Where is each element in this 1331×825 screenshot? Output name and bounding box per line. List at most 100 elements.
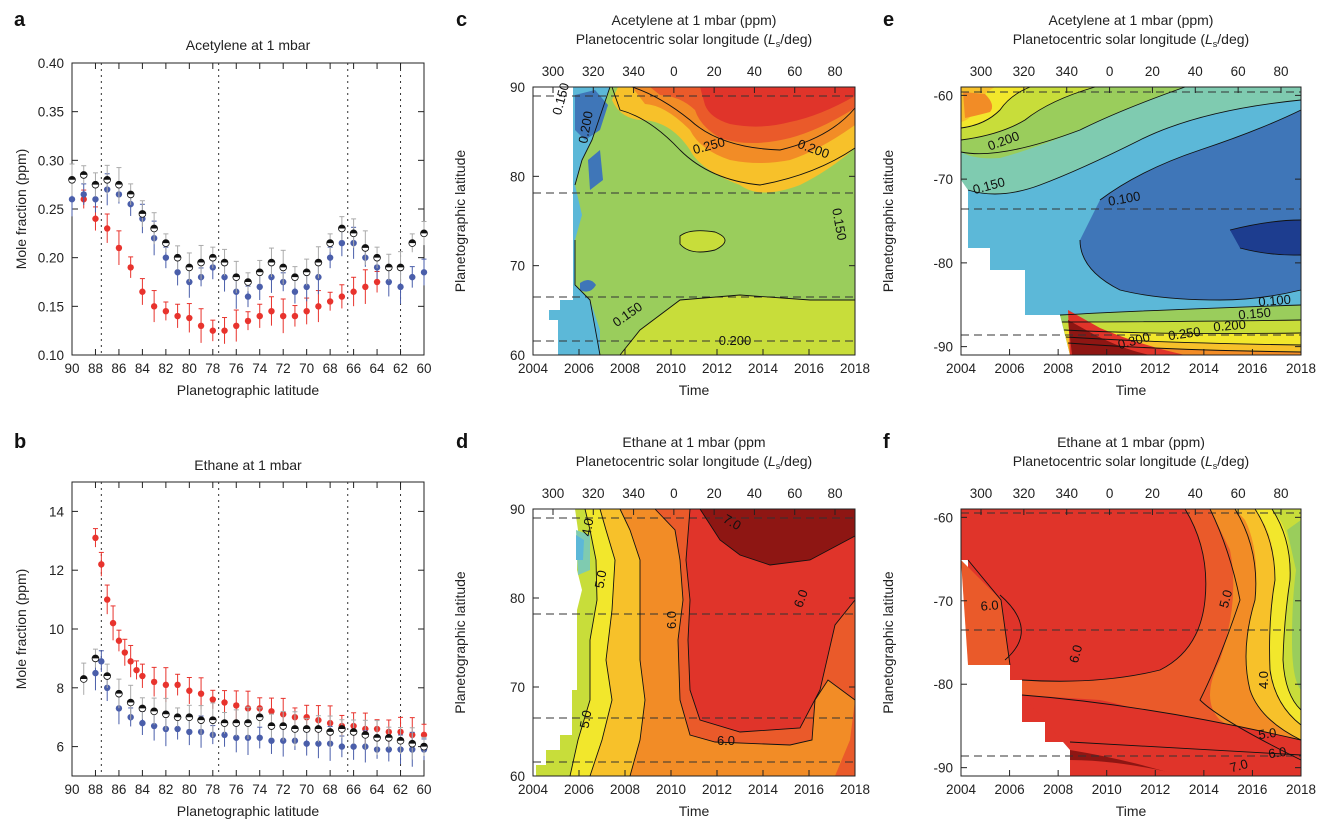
x-tick-label-b-4: 82	[158, 782, 173, 797]
contour-line-c-0	[611, 86, 856, 186]
point-fill-b-2-26	[385, 734, 393, 738]
point-b-0-13	[197, 690, 205, 697]
x-tick-label-b-14: 62	[393, 782, 408, 797]
top-tick-label-c-2: 340	[622, 64, 645, 79]
panel-label-c: c	[456, 9, 467, 31]
top-tick-label-c-5: 40	[747, 64, 762, 79]
contour-line-d-1	[589, 508, 616, 777]
y-tick-label-c-0: 60	[510, 348, 525, 363]
y-tick-label-e-3: -90	[933, 340, 953, 355]
point-b-0-10	[162, 681, 170, 689]
contour-line-f-2	[1234, 508, 1302, 741]
y-tick-label-d-2: 80	[510, 591, 525, 606]
x-tick-label-e-4: 2012	[1140, 361, 1170, 376]
point-a-1-30	[420, 269, 428, 276]
x-tick-label-a-7: 76	[229, 361, 244, 376]
contour-label-d-0: 4.0	[579, 517, 597, 537]
point-fill-a-2-17	[268, 259, 275, 263]
x-tick-label-e-0: 2004	[946, 361, 977, 376]
contour-fill-c	[533, 87, 855, 355]
y-tick-label-e-2: -80	[933, 256, 953, 271]
top-tick-label-d-3: 0	[670, 486, 678, 501]
point-fill-b-2-5	[139, 704, 146, 709]
top-tick-label-f-0: 300	[970, 486, 993, 501]
point-b-0-11	[174, 681, 181, 689]
point-a-1-19	[291, 288, 299, 295]
contour-label-d-5: 5.0	[577, 709, 595, 729]
plot-frame-a	[71, 62, 425, 356]
point-b-0-19	[268, 708, 275, 715]
point-fill-a-2-9	[174, 254, 181, 258]
chart-top-axis-title-e: Planetocentric solar longitude (Ls/deg)	[1013, 31, 1249, 49]
y-axis-label-d: Planetographic latitude	[452, 571, 468, 714]
contour-line-e-3	[967, 99, 1302, 195]
contour-line-e-7	[1059, 304, 1302, 316]
contour-label-d-6: 6.0	[717, 733, 735, 748]
chart-title-c: Acetylene at 1 mbar (ppm)	[612, 12, 777, 28]
point-b-1-6	[150, 722, 158, 730]
point-fill-a-2-28	[397, 264, 404, 268]
x-tick-label-a-11: 68	[323, 361, 338, 376]
x-tick-label-b-1: 88	[88, 782, 103, 797]
point-b-0-7	[133, 666, 140, 674]
plot-frame-f	[960, 508, 1302, 777]
top-tick-label-c-1: 320	[582, 64, 605, 79]
point-a-1-10	[186, 278, 193, 286]
x-tick-label-d-2: 2008	[610, 782, 640, 797]
top-tick-label-e-0: 300	[970, 64, 993, 79]
top-tick-label-c-6: 60	[787, 64, 802, 79]
point-a-0-23	[350, 288, 357, 295]
point-fill-a-2-21	[315, 259, 322, 263]
x-tick-label-a-3: 84	[135, 361, 151, 376]
point-b-1-8	[174, 725, 181, 733]
point-b-0-9	[150, 678, 158, 686]
point-fill-b-2-1	[92, 655, 99, 659]
contour-line-e-2	[960, 86, 1186, 155]
x-axis-label-c: Time	[679, 382, 710, 398]
contour-label-f-6: 7.0	[1228, 756, 1249, 775]
x-tick-label-e-1: 2006	[995, 361, 1025, 376]
contour-line-d-5	[699, 508, 856, 566]
point-fill-a-2-29	[408, 239, 416, 244]
x-axis-label-e: Time	[1116, 382, 1147, 398]
x-tick-label-b-0: 90	[64, 782, 79, 797]
point-a-0-10	[197, 322, 205, 329]
contour-label-d-1: 5.0	[592, 569, 610, 589]
x-tick-label-a-0: 90	[64, 361, 79, 376]
point-fill-b-2-6	[150, 707, 158, 712]
point-fill-b-2-17	[279, 722, 287, 727]
top-tick-label-d-6: 60	[787, 486, 802, 501]
contour-label-c-4: 0.150	[829, 207, 849, 242]
point-b-0-5	[121, 649, 128, 656]
point-fill-a-2-26	[373, 254, 381, 258]
point-a-0-3	[115, 244, 123, 252]
point-fill-b-2-28	[408, 740, 416, 744]
y-axis-label-c: Planetographic latitude	[452, 150, 468, 293]
top-tick-label-f-5: 40	[1188, 486, 1203, 501]
point-a-1-17	[268, 273, 275, 281]
top-tick-label-d-1: 320	[582, 486, 605, 501]
point-fill-b-2-9	[185, 713, 193, 718]
chart-title-b: Ethane at 1 mbar	[194, 457, 302, 473]
point-fill-a-2-3	[103, 176, 111, 180]
point-b-0-3	[109, 619, 117, 627]
top-tick-label-c-3: 0	[670, 64, 678, 79]
y-tick-label-a-0: 0.10	[38, 348, 64, 363]
point-b-1-5	[139, 719, 146, 727]
point-a-0-7	[162, 308, 170, 315]
point-fill-b-2-16	[268, 722, 275, 727]
point-b-1-0	[92, 669, 99, 677]
contour-line-e-11	[1067, 342, 1302, 353]
point-a-1-2	[92, 196, 99, 203]
point-fill-b-2-22	[338, 725, 346, 729]
point-a-0-18	[291, 312, 299, 320]
x-tick-label-f-6: 2016	[1237, 782, 1267, 797]
top-tick-label-d-7: 80	[827, 486, 842, 501]
chart-title-e: Acetylene at 1 mbar (ppm)	[1049, 12, 1214, 28]
y-tick-label-f-3: -90	[933, 761, 953, 776]
x-axis-label-a: Planetographic latitude	[177, 382, 320, 398]
point-a-0-1	[92, 215, 99, 222]
point-fill-a-2-30	[420, 229, 428, 234]
point-a-1-16	[256, 283, 263, 291]
top-tick-label-e-1: 320	[1013, 64, 1036, 79]
